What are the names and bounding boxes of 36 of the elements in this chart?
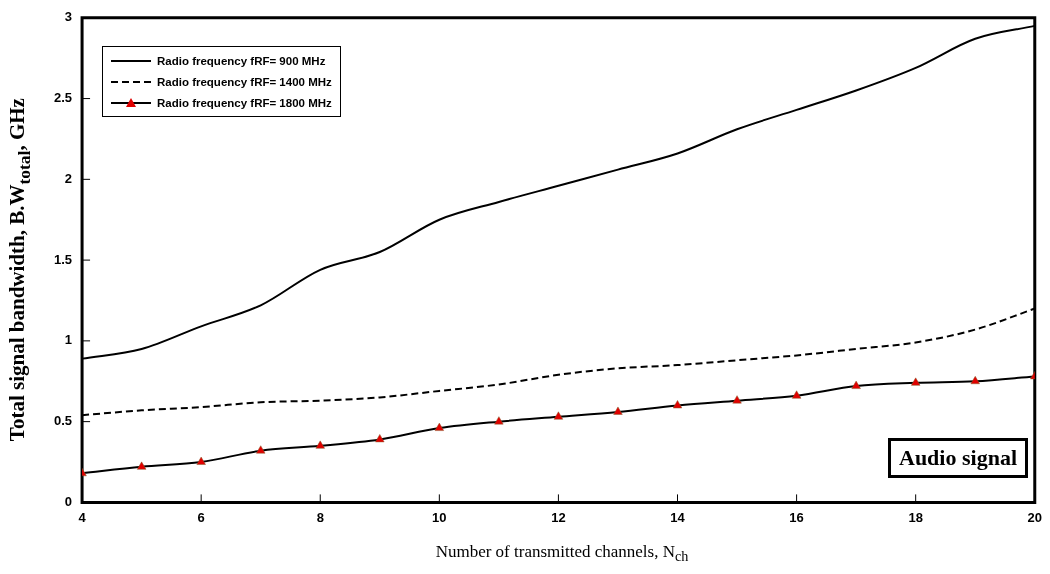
x-tick-label: 16 xyxy=(789,509,804,525)
point xyxy=(851,380,861,389)
point xyxy=(375,434,385,443)
point xyxy=(553,411,563,420)
y-tick-label: 2 xyxy=(64,170,73,186)
legend-label: Radio frequency fRF= 1800 MHz xyxy=(157,96,332,109)
point xyxy=(792,390,802,399)
annotation: Audio signal xyxy=(888,438,1028,478)
point xyxy=(434,422,444,431)
x-tick-label: 8 xyxy=(316,509,324,525)
x-tick-label: 18 xyxy=(908,509,923,525)
x-tick-label: 14 xyxy=(670,509,686,525)
point xyxy=(911,377,921,386)
legend-label: Radio frequency fRF= 1400 MHz xyxy=(157,75,332,88)
x-tick-label: 6 xyxy=(197,509,205,525)
point xyxy=(137,461,147,470)
point xyxy=(613,406,623,415)
x-tick-label: 20 xyxy=(1027,509,1042,525)
point xyxy=(256,445,266,454)
y-tick-label: 1.5 xyxy=(53,251,73,267)
x-axis-title: Number of transmitted channels, N$_{ch}$ xyxy=(434,542,690,566)
y-tick-label: 2.5 xyxy=(53,90,73,106)
x-tick-label: 10 xyxy=(432,509,447,525)
x-tick-label: 4 xyxy=(78,509,87,525)
point xyxy=(732,395,742,404)
y-tick-label: 1 xyxy=(64,332,73,348)
point xyxy=(196,456,206,465)
point xyxy=(672,400,683,409)
x-tick-label: 12 xyxy=(551,509,566,525)
y-tick-label: 0.5 xyxy=(53,413,73,429)
point xyxy=(970,376,980,384)
legend-label: Radio frequency fRF= 900 MHz xyxy=(157,54,326,67)
y-tick-label: 3 xyxy=(64,9,73,25)
point xyxy=(315,440,325,449)
point xyxy=(494,416,504,425)
y-tick-label: 0 xyxy=(64,493,73,509)
